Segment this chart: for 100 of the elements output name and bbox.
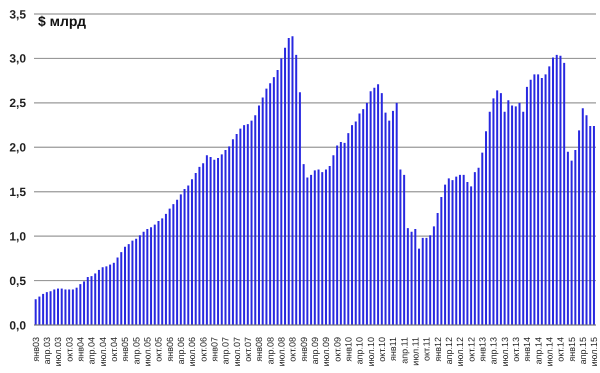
y-tick-label: 1,0	[9, 229, 26, 244]
bar	[507, 100, 510, 325]
bar	[466, 182, 468, 325]
bar	[578, 130, 580, 325]
x-tick-label: янв12	[432, 337, 443, 362]
bar	[288, 38, 290, 325]
bar	[131, 240, 134, 325]
x-tick-label: апр.15	[578, 337, 588, 364]
x-tick-label: апр.13	[488, 337, 499, 364]
x-tick-label: окт.04	[109, 337, 120, 362]
x-tick-label: янв04	[76, 337, 86, 362]
x-tick-label: июл.07	[232, 337, 242, 366]
bar	[269, 83, 272, 325]
x-tick-label: янв07	[210, 337, 220, 362]
x-tick-label: апр.03	[42, 337, 52, 364]
x-tick-label: апр.10	[354, 337, 365, 364]
bar	[414, 229, 416, 325]
bar	[310, 174, 312, 325]
bar	[38, 296, 40, 325]
bar	[514, 106, 517, 325]
bar	[410, 232, 413, 325]
bar	[518, 102, 521, 325]
bar	[336, 146, 338, 325]
bar	[429, 235, 432, 325]
bar	[500, 93, 502, 325]
bar	[448, 178, 450, 325]
bar	[210, 157, 212, 325]
bar	[109, 264, 112, 325]
x-tick-label: июл.09	[321, 337, 332, 366]
x-tick-label: окт.12	[466, 337, 476, 362]
bar	[399, 170, 402, 325]
bar	[72, 289, 74, 325]
x-tick-label: июл.11	[410, 337, 420, 366]
x-tick-label: июл.05	[142, 337, 153, 366]
bar	[462, 174, 465, 325]
x-tick-label: янв10	[343, 337, 354, 362]
bar	[452, 180, 454, 325]
x-tick-label: апр.14	[533, 337, 544, 364]
bar	[202, 163, 204, 325]
y-tick-label: 0,5	[9, 274, 26, 288]
bar	[276, 70, 279, 325]
x-tick-label: янв03	[30, 337, 41, 362]
bar	[496, 90, 498, 325]
x-tick-label: окт.13	[510, 337, 521, 362]
bar	[530, 80, 532, 325]
x-tick-label: янв05	[120, 337, 130, 362]
x-tick-label: янв06	[164, 337, 175, 362]
x-tick-label: апр.04	[86, 337, 97, 364]
bar	[552, 58, 554, 325]
x-tick-label: янв13	[477, 337, 488, 362]
bar	[57, 288, 59, 325]
bar	[340, 142, 342, 325]
bar	[98, 270, 100, 325]
bar	[306, 177, 308, 325]
bar	[291, 36, 294, 325]
bar	[68, 289, 70, 325]
bar	[213, 160, 216, 325]
bar	[370, 91, 372, 325]
bar	[314, 170, 316, 325]
bar	[83, 281, 86, 325]
x-tick-label: апр.06	[176, 337, 186, 364]
x-tick-label: июл.04	[98, 337, 108, 366]
bar	[105, 266, 108, 325]
bar	[478, 168, 480, 325]
x-tick-label: июл.03	[53, 337, 64, 366]
y-tick-label: 1,5	[9, 184, 26, 199]
x-tick-label: июл.15	[589, 337, 600, 366]
bar	[422, 238, 424, 325]
bar	[150, 227, 152, 325]
x-tick-label: окт.14	[556, 337, 566, 362]
bar	[184, 189, 186, 325]
bar	[135, 238, 138, 325]
bar	[236, 134, 238, 325]
y-tick-label: 2,5	[9, 96, 26, 110]
y-axis-title: $ млрд	[38, 13, 86, 29]
bar	[396, 102, 398, 325]
bar	[328, 166, 331, 325]
x-tick-label: окт.11	[422, 337, 432, 362]
bar	[444, 184, 446, 325]
x-tick-label: апр.11	[399, 337, 410, 364]
bar	[533, 74, 536, 325]
bar	[146, 229, 148, 325]
bar	[46, 292, 48, 325]
bar	[298, 92, 301, 325]
x-tick-label: апр.12	[444, 337, 454, 364]
y-tick-label: 0,0	[9, 318, 26, 332]
bar	[142, 232, 145, 325]
bar	[592, 126, 595, 325]
x-tick-label: янв14	[522, 337, 532, 362]
bar	[324, 170, 327, 325]
bar	[53, 289, 56, 325]
x-tick-label: янв11	[388, 337, 398, 361]
bar	[128, 244, 130, 325]
bar	[64, 289, 66, 325]
y-tick-label: 3,5	[9, 7, 26, 22]
bar	[262, 98, 264, 325]
bar	[224, 150, 226, 325]
bar	[246, 124, 249, 325]
bar	[206, 155, 208, 325]
bar	[470, 186, 472, 325]
